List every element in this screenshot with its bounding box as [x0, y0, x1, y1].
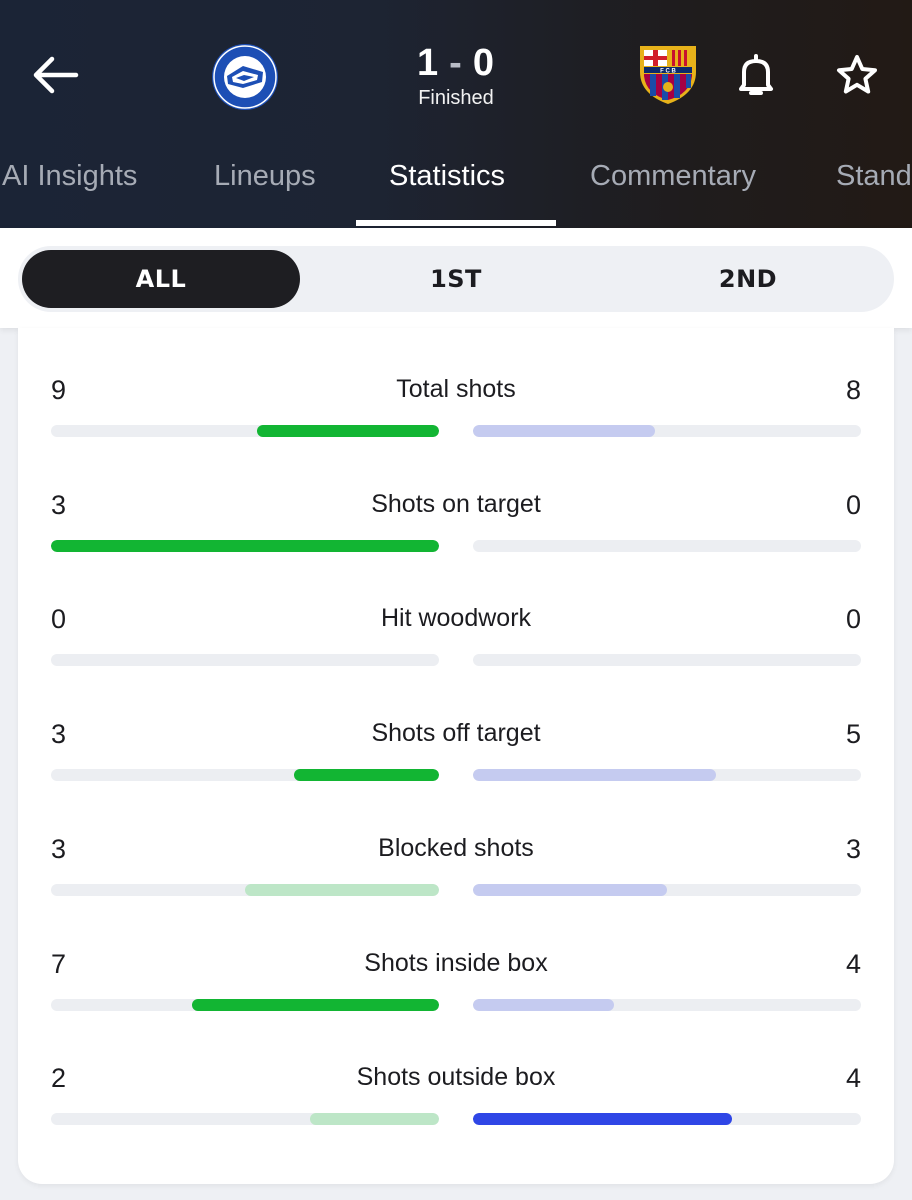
home-stat-value: 2 [51, 1063, 67, 1094]
home-stat-value: 0 [51, 604, 67, 635]
favorite-button[interactable] [832, 50, 882, 100]
home-stat-bar [51, 998, 439, 1011]
period-1st-button[interactable]: 1ST [430, 265, 482, 293]
active-tab-indicator [356, 220, 556, 226]
score-separator: - [449, 42, 463, 84]
home-stat-bar-fill [309, 1113, 439, 1126]
tab-commentary[interactable]: Commentary [590, 160, 756, 192]
home-stat-bar-fill [245, 883, 439, 896]
away-stat-bar-fill [473, 769, 716, 782]
away-stat-bar [473, 539, 861, 552]
home-stat-bar [51, 883, 439, 896]
svg-text:F C B: F C B [660, 69, 676, 75]
away-stat-bar-fill [473, 1113, 732, 1126]
alaves-crest-icon [212, 44, 278, 110]
home-team-crest[interactable] [210, 42, 280, 112]
away-team-crest[interactable]: F C B [636, 42, 700, 106]
stat-row: 9 Total shots 8 [51, 375, 861, 465]
stat-label: Blocked shots [378, 833, 534, 862]
away-score: 0 [472, 42, 495, 84]
stat-label: Shots inside box [364, 948, 548, 977]
away-stat-value: 0 [845, 604, 861, 635]
home-stat-value: 3 [51, 489, 67, 520]
stat-row: 7 Shots inside box 4 [51, 949, 861, 1039]
home-score: 1 [417, 42, 440, 84]
tab-lineups[interactable]: Lineups [214, 160, 316, 192]
home-stat-bar [51, 654, 439, 667]
away-stat-bar [473, 883, 861, 896]
stats-card: 9 Total shots 8 3 Shots on target 0 0 Hit woodw… [18, 328, 894, 1184]
away-stat-bar-fill [473, 425, 656, 437]
home-stat-value: 3 [51, 719, 67, 750]
away-stat-bar-fill [473, 998, 615, 1011]
bell-icon [739, 54, 773, 95]
match-tabs: AI Insights Lineups Statistics Commentar… [0, 150, 912, 228]
scoreline: 1-0 [356, 42, 556, 85]
stat-label: Shots on target [371, 489, 541, 518]
tab-standings[interactable]: Standings [836, 160, 912, 192]
stat-label: Shots off target [371, 719, 541, 748]
away-stat-bar [473, 425, 861, 437]
home-stat-bar [51, 769, 439, 782]
period-2nd-button[interactable]: 2ND [718, 265, 778, 293]
stat-row: 3 Blocked shots 3 [51, 834, 861, 924]
period-all-button[interactable]: ALL [22, 250, 300, 308]
home-stat-bar-fill [293, 769, 439, 782]
home-stat-bar [51, 539, 439, 552]
away-stat-value: 5 [845, 719, 861, 750]
stat-label: Hit woodwork [380, 604, 532, 633]
home-stat-bar [51, 425, 439, 437]
stat-row: 0 Hit woodwork 0 [51, 604, 861, 694]
away-stat-value: 0 [845, 489, 861, 520]
tab-ai-insights[interactable]: AI Insights [2, 160, 138, 192]
home-stat-bar [51, 1113, 439, 1126]
home-stat-value: 7 [51, 948, 67, 979]
period-filter-bar: ALL 1ST 2ND [0, 228, 912, 328]
notifications-button[interactable] [732, 48, 780, 102]
back-button[interactable] [26, 50, 84, 100]
home-stat-bar-fill [256, 425, 439, 437]
away-stat-bar [473, 769, 861, 782]
period-segmented-control: ALL 1ST 2ND [18, 246, 894, 312]
match-header: 1-0 Finished F C B [0, 0, 912, 228]
match-status: Finished [418, 87, 494, 109]
tab-statistics[interactable]: Statistics [389, 160, 506, 192]
home-stat-bar-fill [192, 998, 439, 1011]
home-stat-value: 9 [51, 375, 67, 405]
away-stat-bar [473, 654, 861, 667]
away-stat-bar-fill [473, 883, 667, 896]
home-stat-value: 3 [51, 833, 67, 864]
stat-row: 3 Shots off target 5 [51, 719, 861, 809]
arrow-left-icon [33, 56, 79, 94]
barcelona-crest-icon: F C B [640, 46, 696, 104]
stat-row: 2 Shots outside box 4 [51, 1063, 861, 1153]
away-stat-value: 3 [845, 833, 861, 864]
home-stat-bar-fill [51, 539, 439, 552]
away-stat-bar [473, 1113, 861, 1126]
star-icon [837, 55, 877, 94]
stat-row: 3 Shots on target 0 [51, 490, 861, 580]
away-stat-bar [473, 998, 861, 1011]
stat-label: Shots outside box [356, 1063, 556, 1092]
away-stat-value: 4 [845, 1063, 861, 1094]
stat-label: Total shots [396, 375, 516, 403]
away-stat-value: 4 [845, 948, 861, 979]
away-stat-value: 8 [845, 375, 861, 405]
